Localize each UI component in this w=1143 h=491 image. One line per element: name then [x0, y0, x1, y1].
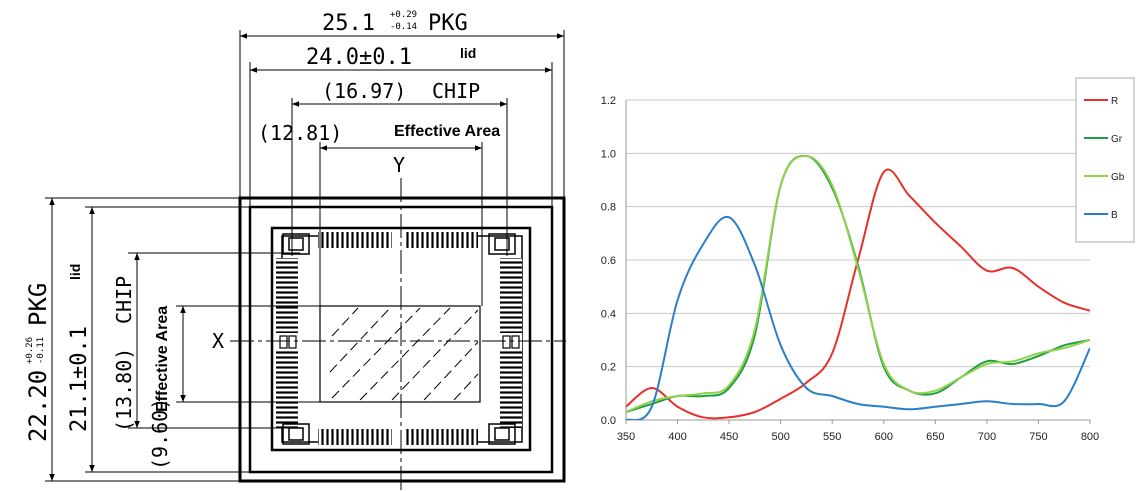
- package-outline: [238, 196, 566, 483]
- x-tick-label: 550: [823, 431, 841, 443]
- lid-width-label: lid: [460, 45, 476, 61]
- chip-height-label: CHIP: [112, 276, 136, 324]
- pkg-height-tol-minus: -0.11: [36, 337, 46, 364]
- pkg-width-label: PKG: [428, 11, 468, 36]
- x-tick-label: 350: [617, 431, 635, 443]
- chart-gridlines: [626, 99, 1090, 421]
- pkg-height-value: 22.20: [24, 370, 52, 442]
- pkg-width-tol-plus: +0.29: [390, 10, 417, 20]
- series-line-b: [626, 215, 1090, 420]
- effective-area: [319, 305, 481, 403]
- package-drawing: 25.1 +0.29 -0.14 PKG 24.0±0.1 lid (16.97…: [24, 10, 566, 490]
- y-axis-label: Y: [393, 153, 405, 177]
- series-line-gb: [626, 155, 1090, 413]
- chip-height-value: (13.80): [112, 348, 136, 432]
- effective-area-label-side: Effective Area: [154, 306, 171, 412]
- y-tick-label: 0.0: [601, 415, 616, 427]
- x-tick-label: 650: [926, 431, 944, 443]
- x-tick-label: 600: [875, 431, 893, 443]
- y-tick-label: 1.2: [601, 95, 616, 107]
- x-tick-label: 450: [720, 431, 738, 443]
- legend-label-gr: Gr: [1111, 134, 1123, 145]
- chart-legend: R Gr Gb B: [1075, 77, 1135, 243]
- pkg-height-tol-plus: +0.26: [25, 337, 35, 364]
- effective-width-value: (12.81): [258, 121, 342, 145]
- x-tick-label: 750: [1029, 431, 1047, 443]
- lid-width-value: 24.0±0.1: [306, 45, 412, 70]
- y-tick-label: 1.0: [601, 148, 616, 160]
- legend-label-r: R: [1111, 96, 1118, 107]
- y-tick-labels: 0.0 0.2 0.4 0.6 0.8 1.0 1.2: [601, 95, 616, 427]
- pkg-width-value: 25.1: [322, 11, 375, 36]
- effective-area-label-top: Effective Area: [394, 123, 500, 140]
- x-tick-label: 500: [771, 431, 789, 443]
- effective-height-value: (9.60): [148, 398, 172, 470]
- chip-inner-outline: [281, 235, 523, 443]
- series-line-gr: [626, 154, 1090, 413]
- y-tick-label: 0.2: [601, 362, 616, 374]
- legend-label-b: B: [1111, 210, 1118, 221]
- chip-width-value: (16.97): [322, 79, 406, 103]
- x-tick-labels: 350 400 450 500 550 600 650 700 750 800: [617, 431, 1099, 443]
- y-tick-label: 0.4: [601, 308, 616, 320]
- x-tick-label: 800: [1081, 431, 1099, 443]
- chart-series: [626, 154, 1090, 420]
- series-line-r: [626, 168, 1090, 420]
- legend-box: [1075, 77, 1135, 243]
- pkg-height-label: PKG: [24, 283, 52, 326]
- spectral-chart: 0.0 0.2 0.4 0.6 0.8 1.0 1.2 350 400 450 500 550 600…: [601, 77, 1135, 443]
- lid-height-value: 21.1±0.1: [67, 326, 92, 432]
- pkg-width-tol-minus: -0.14: [390, 22, 417, 32]
- x-tick-label: 400: [668, 431, 686, 443]
- x-tick-label: 700: [978, 431, 996, 443]
- lid-height-label: lid: [67, 264, 83, 280]
- y-tick-label: 0.6: [601, 255, 616, 267]
- y-tick-label: 0.8: [601, 202, 616, 214]
- chip-width-label: CHIP: [432, 79, 480, 103]
- chart-axes: [625, 100, 1091, 424]
- x-axis-label: X: [212, 329, 224, 353]
- legend-label-gb: Gb: [1111, 172, 1125, 183]
